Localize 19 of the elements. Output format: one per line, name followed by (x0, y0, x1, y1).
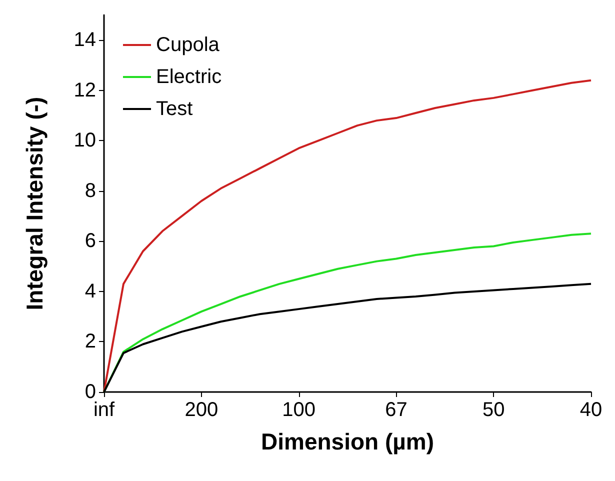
y-tick-label: 12 (74, 79, 96, 102)
legend-label: Electric (156, 66, 222, 88)
y-axis-title: Integral Intensity (-) (22, 96, 48, 310)
legend-label: Cupola (156, 34, 220, 56)
y-tick-label: 4 (84, 280, 96, 302)
x-tick-label: 40 (580, 399, 602, 421)
x-tick-label: 67 (385, 399, 408, 421)
legend-label: Test (156, 98, 194, 120)
y-tick-label: 6 (84, 230, 96, 252)
x-tick-label: 200 (184, 399, 218, 421)
x-tick-label: inf (93, 399, 116, 421)
y-tick-label: 8 (84, 180, 96, 202)
y-tick-label: 2 (84, 330, 96, 353)
y-tick-label: 14 (74, 29, 96, 52)
x-tick-label: 100 (282, 399, 316, 421)
y-tick-label: 0 (84, 381, 96, 403)
y-tick-label: 10 (74, 130, 96, 152)
x-tick-label: 50 (482, 399, 505, 421)
x-axis-title: Dimension (µm) (261, 428, 434, 454)
